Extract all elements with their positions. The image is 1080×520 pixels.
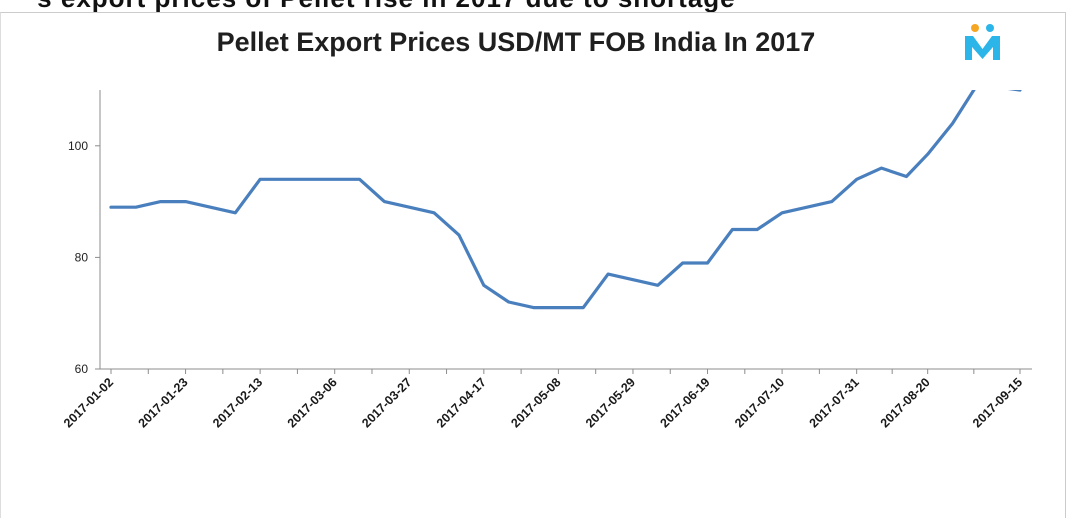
top-banner: 's export prices of Pellet rise in 2017 … bbox=[0, 0, 1080, 12]
y-tick-label: 80 bbox=[75, 250, 89, 264]
series-line-0 bbox=[109, 90, 1022, 310]
x-tick-label: 2017-03-27 bbox=[359, 375, 414, 430]
x-tick-label: 2017-05-29 bbox=[583, 375, 638, 430]
x-tick-label: 2017-05-08 bbox=[508, 375, 563, 430]
x-tick-label: 2017-01-23 bbox=[136, 375, 191, 430]
x-tick-label: 2017-06-19 bbox=[658, 375, 713, 430]
x-tick-label: 2017-08-20 bbox=[878, 375, 933, 430]
x-tick-label: 2017-03-06 bbox=[285, 375, 340, 430]
logo-dot-orange bbox=[971, 24, 979, 32]
x-tick-label: 2017-09-15 bbox=[970, 375, 1025, 430]
y-axis: 60 80 100 bbox=[68, 90, 101, 376]
y-tick-label: 100 bbox=[68, 139, 88, 153]
chart-title: Pellet Export Prices USD/MT FOB India In… bbox=[216, 27, 816, 57]
top-banner-text: 's export prices of Pellet rise in 2017 … bbox=[30, 0, 736, 12]
logo-letter-m bbox=[965, 36, 1000, 60]
x-tick-label: 2017-07-10 bbox=[732, 375, 787, 430]
chart-frame bbox=[0, 12, 1066, 518]
x-tick-label: 2017-04-17 bbox=[434, 375, 489, 430]
x-tick-label: 2017-07-31 bbox=[807, 375, 862, 430]
m-logo-icon bbox=[965, 24, 1000, 60]
series-layer bbox=[109, 90, 1022, 310]
y-tick-label: 60 bbox=[75, 362, 89, 376]
logo-dot-blue bbox=[986, 24, 994, 32]
x-tick-label: 2017-02-13 bbox=[210, 375, 265, 430]
x-axis: 2017-01-02 2017-01-23 2017-02-13 2017-03-06… bbox=[61, 368, 1032, 430]
x-tick-label: 2017-01-02 bbox=[61, 375, 116, 430]
